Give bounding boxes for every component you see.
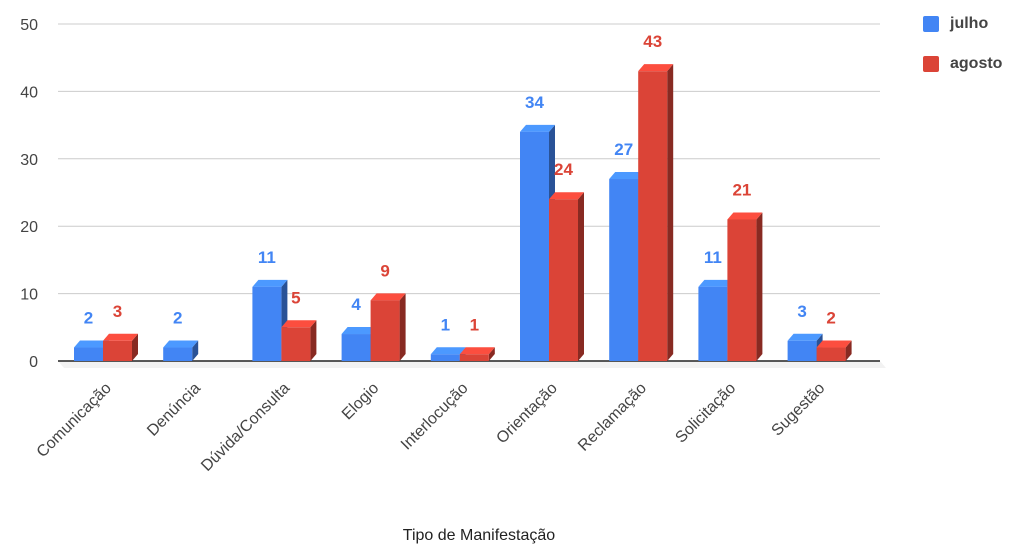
bar-agosto xyxy=(281,327,311,361)
bar-julho xyxy=(341,334,371,361)
data-label: 2 xyxy=(84,309,93,328)
bar-top xyxy=(727,212,763,220)
x-tick-label: Orientação xyxy=(493,380,560,447)
bar-side xyxy=(399,293,406,361)
bar-side xyxy=(132,333,138,361)
bar-top xyxy=(163,340,199,348)
x-tick-label: Reclamação xyxy=(575,380,650,455)
data-label: 43 xyxy=(643,32,662,51)
x-tick-label: Sugestão xyxy=(769,380,829,440)
legend: julho agosto xyxy=(923,13,1002,93)
bar-top xyxy=(520,124,555,132)
data-label: 27 xyxy=(614,140,633,159)
bar-side xyxy=(192,340,199,361)
bar-top xyxy=(638,64,674,72)
legend-item-agosto[interactable]: agosto xyxy=(923,53,1002,75)
x-tick-label: Interlocução xyxy=(398,380,472,454)
y-tick-label: 30 xyxy=(20,152,38,169)
bar-agosto xyxy=(549,199,578,361)
data-label: 2 xyxy=(173,309,182,328)
data-label: 24 xyxy=(554,160,573,179)
x-axis-title: Tipo de Manifestação xyxy=(402,527,556,544)
bar-julho xyxy=(698,286,728,361)
bar-agosto xyxy=(638,71,668,362)
data-label: 21 xyxy=(732,180,751,199)
x-tick-label: Dúvida/Consulta xyxy=(198,380,293,475)
y-tick-label: 40 xyxy=(20,84,38,101)
legend-item-julho[interactable]: julho xyxy=(923,13,1002,35)
bar-julho xyxy=(520,131,549,361)
x-tick-label: Denúncia xyxy=(144,380,204,440)
data-label: 5 xyxy=(291,288,300,307)
x-tick-label: Comunicação xyxy=(34,380,115,461)
bar-side xyxy=(756,212,763,361)
bar-agosto xyxy=(459,354,489,361)
data-label: 9 xyxy=(380,261,389,280)
bar-top xyxy=(281,320,317,328)
bar-top xyxy=(549,192,584,200)
bar-top xyxy=(74,340,109,348)
data-label: 4 xyxy=(351,295,361,314)
bar-julho xyxy=(787,340,817,361)
data-label: 1 xyxy=(470,315,479,334)
chart-floor xyxy=(58,361,886,368)
bar-side xyxy=(310,320,317,361)
bar-agosto xyxy=(370,300,400,361)
bar-agosto xyxy=(816,347,846,361)
bar-julho xyxy=(609,179,639,361)
legend-swatch-agosto xyxy=(923,56,939,72)
bar-top xyxy=(430,347,466,355)
bar-top xyxy=(370,293,406,301)
bar-top xyxy=(459,347,495,355)
bar-side xyxy=(845,340,852,361)
bar-top xyxy=(341,327,377,335)
y-tick-label: 50 xyxy=(20,17,38,34)
data-label: 3 xyxy=(797,302,806,321)
data-label: 11 xyxy=(258,248,276,267)
bar-agosto xyxy=(727,219,757,361)
y-tick-label: 10 xyxy=(20,287,38,304)
bar-top xyxy=(103,333,138,341)
bar-julho xyxy=(163,347,193,361)
data-label: 1 xyxy=(441,315,450,334)
legend-swatch-julho xyxy=(923,16,939,32)
bar-side xyxy=(578,192,584,361)
bar-top xyxy=(252,279,288,287)
bar-side xyxy=(488,347,495,361)
bar-julho xyxy=(252,286,282,361)
bar-julho xyxy=(430,354,460,361)
x-tick-label: Solicitação xyxy=(672,380,739,447)
bar-top xyxy=(787,333,823,341)
y-tick-label: 0 xyxy=(29,354,38,371)
bar-top xyxy=(816,340,852,348)
bar-top xyxy=(609,172,645,180)
bar-agosto xyxy=(103,340,132,361)
legend-label-julho: julho xyxy=(950,15,989,32)
bar-side xyxy=(667,64,674,362)
bar-top xyxy=(698,279,734,287)
data-label: 2 xyxy=(826,309,835,328)
legend-label-agosto: agosto xyxy=(950,55,1003,72)
x-tick-label: Elogio xyxy=(339,380,383,424)
data-label: 11 xyxy=(704,248,722,267)
data-label: 3 xyxy=(113,302,122,321)
bar-julho xyxy=(74,347,103,361)
data-label: 34 xyxy=(525,93,544,112)
y-tick-label: 20 xyxy=(20,219,38,236)
